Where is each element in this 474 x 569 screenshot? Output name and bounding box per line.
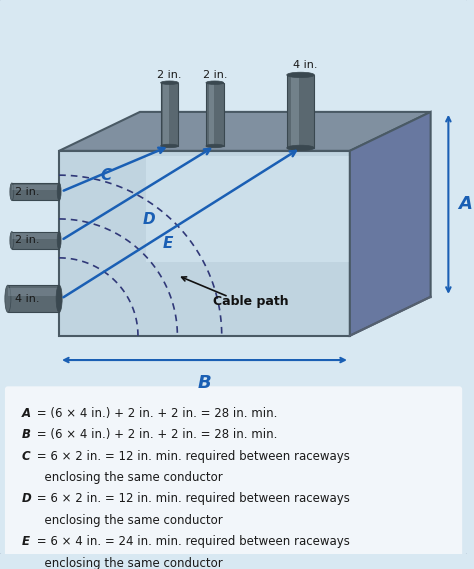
Text: = 6 × 2 in. = 12 in. min. required between raceways: = 6 × 2 in. = 12 in. min. required betwe… [33,492,349,505]
Polygon shape [12,185,59,190]
FancyBboxPatch shape [0,0,469,556]
Ellipse shape [56,285,62,312]
Text: = (6 × 4 in.) + 2 in. + 2 in. = 28 in. min.: = (6 × 4 in.) + 2 in. + 2 in. = 28 in. m… [33,428,277,441]
Text: E: E [22,535,30,548]
Text: = 6 × 2 in. = 12 in. min. required between raceways: = 6 × 2 in. = 12 in. min. required betwe… [33,450,349,463]
Text: = (6 × 4 in.) + 2 in. + 2 in. = 28 in. min.: = (6 × 4 in.) + 2 in. + 2 in. = 28 in. m… [33,407,277,420]
Text: E: E [163,236,173,251]
Polygon shape [206,83,224,146]
Text: D: D [143,212,155,227]
Polygon shape [12,232,59,249]
Text: 4 in.: 4 in. [15,294,40,304]
Text: A: A [22,407,31,420]
Text: enclosing the same conductor: enclosing the same conductor [22,471,222,484]
Text: C: C [100,168,112,183]
Polygon shape [350,112,431,336]
Ellipse shape [206,81,224,84]
Text: B: B [198,374,211,391]
Polygon shape [59,112,431,151]
FancyBboxPatch shape [5,386,462,569]
Text: 2 in.: 2 in. [202,70,227,80]
Ellipse shape [206,144,224,148]
Polygon shape [163,83,169,146]
Ellipse shape [10,232,14,249]
Polygon shape [59,151,350,336]
Text: A: A [458,195,472,213]
Polygon shape [12,183,59,200]
Ellipse shape [287,72,314,77]
Text: C: C [22,450,30,463]
Text: D: D [22,492,31,505]
Polygon shape [12,233,59,238]
Polygon shape [161,83,178,146]
Polygon shape [8,288,59,296]
Text: 2 in.: 2 in. [157,70,182,80]
Polygon shape [209,83,214,146]
Text: B: B [22,428,31,441]
Text: 4 in.: 4 in. [293,60,318,70]
Text: enclosing the same conductor: enclosing the same conductor [22,556,222,569]
Ellipse shape [161,144,178,148]
Text: 2 in.: 2 in. [15,236,40,245]
Polygon shape [146,156,350,262]
Text: = 6 × 4 in. = 24 in. min. required between raceways: = 6 × 4 in. = 24 in. min. required betwe… [33,535,349,548]
Polygon shape [287,75,314,148]
Ellipse shape [5,285,11,312]
Text: 2 in.: 2 in. [15,187,40,197]
Ellipse shape [57,232,61,249]
Ellipse shape [10,183,14,200]
Ellipse shape [161,81,178,84]
Polygon shape [8,285,59,312]
Text: Cable path: Cable path [213,295,289,308]
Polygon shape [291,75,299,148]
Ellipse shape [287,145,314,151]
Ellipse shape [57,183,61,200]
Text: enclosing the same conductor: enclosing the same conductor [22,514,222,527]
